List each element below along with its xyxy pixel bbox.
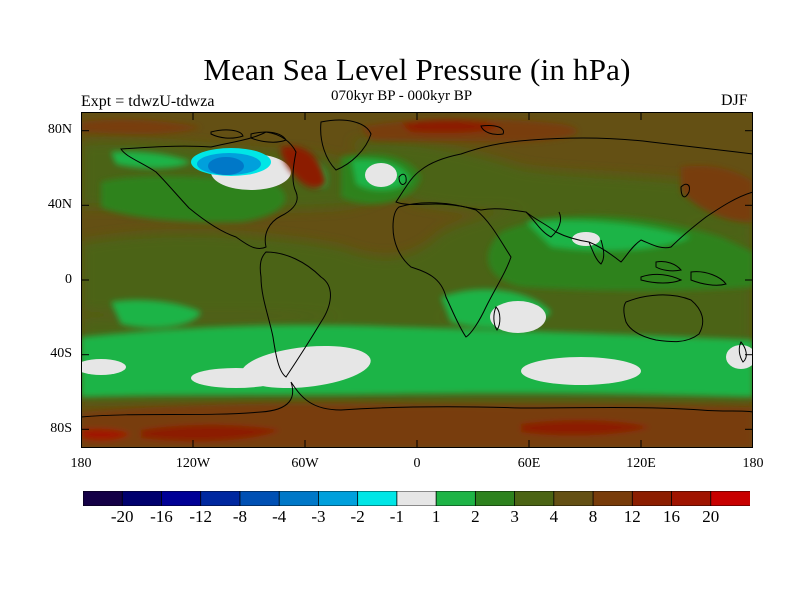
lon-tick-label: 180 [742,456,764,471]
season-label: DJF [721,92,748,109]
colorbar-swatch [631,491,673,506]
lon-tick-label: 120E [626,456,656,471]
colorbar-label: -3 [311,507,326,526]
colorbar-label: -8 [232,507,248,526]
colorbar-label: -2 [350,507,365,526]
colorbar-swatch [239,491,281,506]
colorbar-label: -16 [150,507,173,526]
lon-tick-label: 0 [413,456,421,471]
lon-tick-label: 120W [175,456,211,471]
map-canvas [81,112,753,448]
colorbar-label: -1 [389,507,404,526]
axis-ticks [81,112,753,448]
map-plot [81,112,753,448]
colorbar-swatch [553,491,594,506]
lon-tick-label: 60W [291,456,319,471]
colorbar-swatch [278,491,320,506]
lon-tick-label: 60E [517,456,541,471]
colorbar-swatch [83,491,124,506]
colorbar-label: 8 [588,507,598,526]
colorbar-swatch [514,491,555,506]
colorbar-swatch [592,491,634,506]
colorbar-swatch [435,491,477,506]
colorbar-label: 4 [549,507,559,526]
colorbar-label: 3 [510,507,519,526]
lon-tick-label: 180 [70,456,92,471]
colorbar-label: -4 [272,507,287,526]
lat-tick-label: 40N [47,197,72,212]
field-contour-positive-high [81,119,753,448]
colorbar-swatch [318,491,359,506]
colorbar-label: 2 [471,507,480,526]
field-contour-near-zero [81,154,753,389]
field-contour-negative [191,148,271,176]
colorbar-swatch [357,491,398,506]
experiment-label: Expt = tdwzU-tdwza [81,93,215,110]
colorbar-swatch [200,491,241,506]
colorbar-label: 16 [663,507,681,526]
colorbar-label: -12 [189,507,213,526]
colorbar-label: -20 [110,507,134,526]
colorbar-label: 20 [702,507,720,526]
period-label: 070kyr BP - 000kyr BP [331,88,473,104]
colorbar-label: 1 [431,507,441,526]
coastlines [81,119,753,418]
lat-tick-label: 80S [50,421,72,436]
colorbar-swatch [161,491,202,506]
colorbar [83,491,750,506]
colorbar-swatch [710,491,750,506]
colorbar-swatch [671,491,712,506]
colorbar-swatch [396,491,438,506]
colorbar-label: 12 [623,507,641,526]
colorbar-swatch [121,491,163,506]
map-title: Mean Sea Level Pressure (in hPa) [203,52,631,87]
lat-tick-label: 80N [47,122,72,137]
colorbar-swatch [474,491,516,506]
lat-tick-label: 40S [50,346,72,361]
lat-tick-label: 0 [65,272,72,287]
